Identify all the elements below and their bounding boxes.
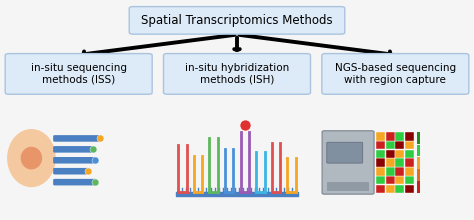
FancyBboxPatch shape: [322, 131, 374, 194]
Bar: [417, 157, 420, 169]
Bar: [376, 167, 385, 176]
FancyBboxPatch shape: [164, 54, 310, 94]
Bar: [417, 169, 420, 181]
Bar: [405, 141, 414, 149]
FancyBboxPatch shape: [5, 54, 152, 94]
Bar: [417, 132, 420, 144]
Text: NGS-based sequencing
with region capture: NGS-based sequencing with region capture: [335, 63, 456, 85]
Bar: [386, 176, 395, 184]
Bar: [405, 132, 414, 141]
Bar: [417, 181, 420, 193]
Text: in-situ sequencing
methods (ISS): in-situ sequencing methods (ISS): [31, 63, 127, 85]
Bar: [376, 176, 385, 184]
FancyBboxPatch shape: [53, 179, 97, 185]
Ellipse shape: [8, 130, 55, 187]
Bar: [327, 182, 369, 191]
Bar: [417, 145, 420, 156]
Bar: [376, 185, 385, 193]
Bar: [395, 132, 404, 141]
Bar: [395, 158, 404, 167]
Text: in-situ hybridization
methods (ISH): in-situ hybridization methods (ISH): [185, 63, 289, 85]
FancyBboxPatch shape: [129, 7, 345, 34]
FancyBboxPatch shape: [53, 146, 95, 153]
Bar: [386, 158, 395, 167]
Text: Spatial Transcriptomics Methods: Spatial Transcriptomics Methods: [141, 14, 333, 27]
Bar: [405, 176, 414, 184]
Bar: [405, 158, 414, 167]
FancyBboxPatch shape: [53, 168, 90, 174]
Bar: [395, 141, 404, 149]
Bar: [376, 141, 385, 149]
FancyBboxPatch shape: [322, 54, 469, 94]
Bar: [395, 150, 404, 158]
Ellipse shape: [21, 147, 41, 169]
Bar: [386, 167, 395, 176]
FancyBboxPatch shape: [53, 135, 102, 142]
Bar: [395, 167, 404, 176]
FancyBboxPatch shape: [327, 142, 363, 163]
Bar: [405, 150, 414, 158]
Bar: [376, 158, 385, 167]
FancyBboxPatch shape: [53, 157, 97, 163]
Bar: [386, 141, 395, 149]
Bar: [395, 176, 404, 184]
Bar: [405, 185, 414, 193]
Bar: [376, 150, 385, 158]
Bar: [386, 150, 395, 158]
Bar: [395, 185, 404, 193]
Bar: [405, 167, 414, 176]
Bar: [386, 132, 395, 141]
Bar: [386, 185, 395, 193]
Bar: [376, 132, 385, 141]
